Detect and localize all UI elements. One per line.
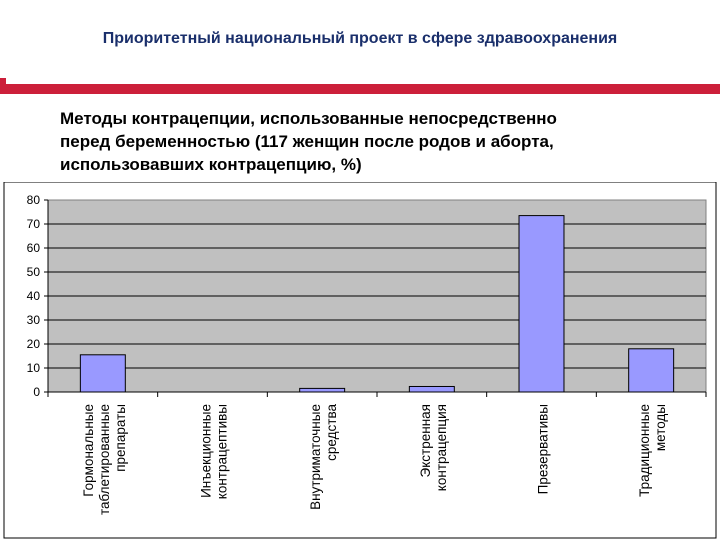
x-category-label: Презервативы bbox=[536, 404, 551, 494]
y-tick-label: 60 bbox=[27, 241, 41, 255]
x-category-label: контрацепция bbox=[434, 404, 449, 491]
bar-chart: 0 10 20 30 40 50 60 70 80 Гормональные таблетирова… bbox=[3, 181, 717, 539]
x-category-label: препараты bbox=[113, 404, 128, 472]
x-category-label: методы bbox=[653, 404, 668, 451]
page-title: Приоритетный национальный проект в сфере… bbox=[102, 30, 618, 47]
accent-band bbox=[0, 84, 720, 94]
x-category-label: Инъекционные bbox=[199, 404, 214, 498]
bar bbox=[408, 385, 455, 393]
y-tick-label: 40 bbox=[27, 289, 41, 303]
x-category-label: контрацептивы bbox=[215, 404, 230, 499]
x-category-label: таблетированные bbox=[97, 404, 112, 515]
y-tick-label: 70 bbox=[27, 217, 41, 231]
chart-container: 0 10 20 30 40 50 60 70 80 Гормональные таблетирова… bbox=[0, 181, 720, 540]
y-tick-label: 0 bbox=[33, 385, 40, 399]
y-tick-label: 80 bbox=[27, 193, 41, 207]
y-tick-label: 50 bbox=[27, 265, 41, 279]
x-category-label: средства bbox=[324, 404, 339, 461]
subtitle-line: Методы контрацепции, использованные непо… bbox=[60, 109, 557, 128]
x-category-label: Гормональные bbox=[81, 404, 96, 497]
subtitle-line: использовавших контрацепцию, %) bbox=[60, 155, 362, 174]
bar bbox=[299, 387, 346, 393]
bar bbox=[628, 348, 675, 393]
slide-subtitle: Методы контрацепции, использованные непо… bbox=[60, 107, 700, 176]
x-category-label: Традиционные bbox=[637, 404, 652, 497]
x-category-label: Внутриматочные bbox=[308, 404, 323, 510]
x-category-label: Экстренная bbox=[418, 404, 433, 477]
y-tick-label: 30 bbox=[27, 313, 41, 327]
bar bbox=[79, 354, 126, 393]
y-tick-label: 10 bbox=[27, 361, 41, 375]
subtitle-line: перед беременностью (117 женщин после ро… bbox=[60, 132, 554, 151]
y-tick-label: 20 bbox=[27, 337, 41, 351]
bar bbox=[518, 215, 565, 393]
